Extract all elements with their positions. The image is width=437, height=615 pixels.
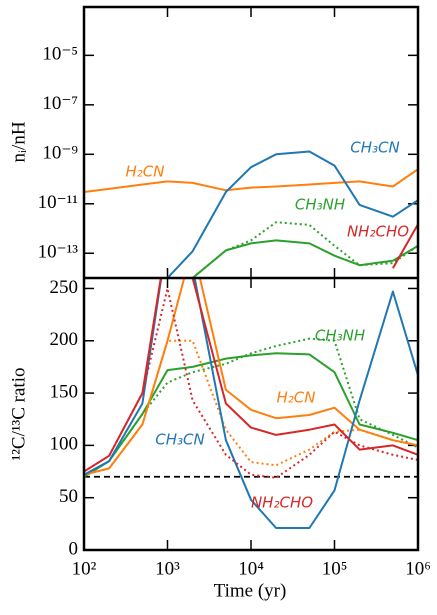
series-line xyxy=(84,337,418,478)
y-tick-label: 150 xyxy=(50,381,79,402)
series-line xyxy=(191,221,418,278)
series-line xyxy=(84,168,418,193)
y-tick-label: 100 xyxy=(50,434,79,455)
x-tick-label: 10⁵ xyxy=(322,558,348,579)
y-tick-label: 10⁻¹¹ xyxy=(38,192,79,213)
x-tick-label: 10⁴ xyxy=(238,558,264,579)
series-line xyxy=(84,339,418,476)
series-line xyxy=(392,223,418,269)
plot-area xyxy=(84,278,418,529)
series-line xyxy=(191,239,418,278)
series-line xyxy=(84,287,418,479)
series-label: CH₃NH xyxy=(315,327,365,345)
plot-area xyxy=(84,150,418,278)
y-tick-label: 0 xyxy=(69,538,79,559)
y-tick-label: 200 xyxy=(50,329,79,350)
y-axis-label: nᵢ/nH xyxy=(8,121,29,162)
y-tick-label: 250 xyxy=(50,277,79,298)
y-tick-label: 10⁻⁵ xyxy=(42,44,78,65)
y-axis-label: ¹²C/¹³C ratio xyxy=(8,368,29,461)
x-tick-label: 10³ xyxy=(155,558,180,579)
series-line xyxy=(166,150,418,278)
series-line xyxy=(84,352,418,478)
series-label: CH₃NH xyxy=(295,196,345,214)
series-label: NH₂CHO xyxy=(347,223,409,241)
series-line xyxy=(84,278,418,529)
series-label: CH₃CN xyxy=(155,431,204,449)
x-tick-label: 10² xyxy=(72,558,97,579)
x-axis-label: Time (yr) xyxy=(214,580,287,601)
x-tick-label: 10⁶ xyxy=(405,558,431,579)
y-tick-label: 10⁻⁷ xyxy=(42,93,78,114)
y-tick-label: 10⁻¹³ xyxy=(38,242,79,263)
y-tick-label: 10⁻⁹ xyxy=(42,143,78,164)
series-label: H₂CN xyxy=(277,389,316,407)
series-label: H₂CN xyxy=(126,163,165,181)
series-label: CH₃CN xyxy=(350,139,399,157)
y-tick-label: 50 xyxy=(59,486,78,507)
series-label: NH₂CHO xyxy=(251,494,313,512)
